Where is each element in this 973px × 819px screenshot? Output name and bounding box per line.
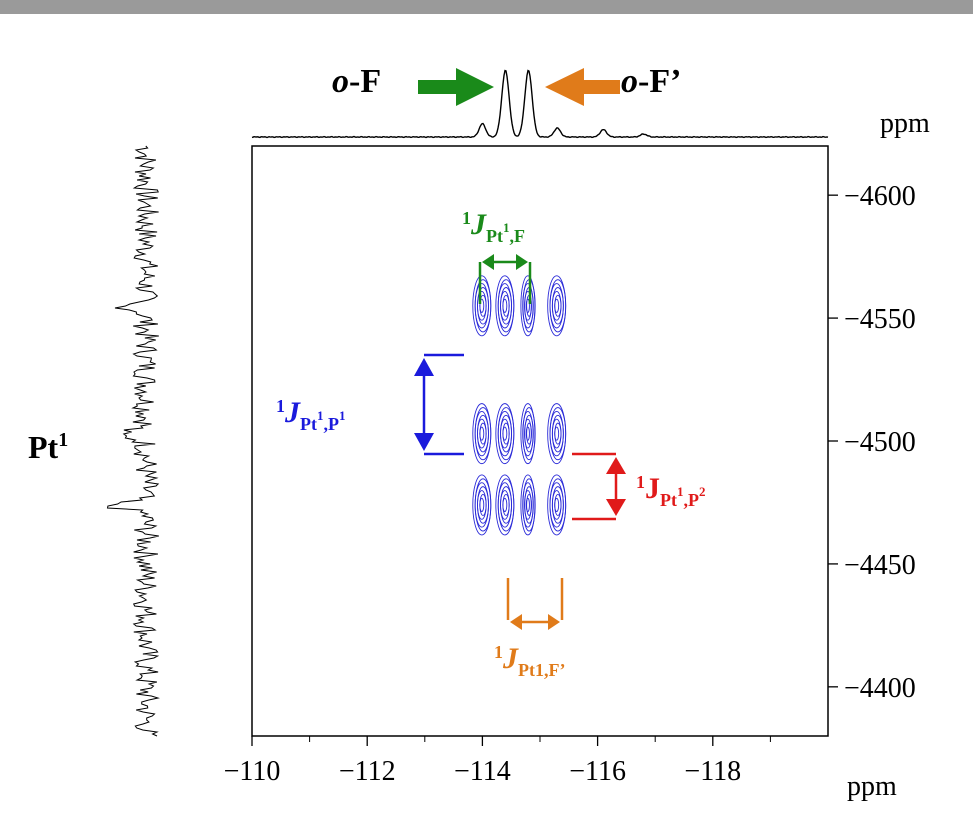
x-axis-unit: ppm [847, 771, 897, 802]
contour-ring [554, 294, 562, 317]
contour-ring [479, 298, 485, 313]
bracket-j-pt-f-prime [506, 578, 564, 630]
contour-ring [554, 497, 560, 512]
y-tick-label: −4500 [844, 427, 916, 458]
cross-peak [495, 275, 515, 337]
contour-ring [525, 298, 530, 313]
top-projection-trace [251, 69, 829, 139]
contour-ring [500, 287, 512, 325]
label-j-pt-f: 1JPt1,F [462, 208, 525, 246]
bracket-j-pt-p1 [414, 353, 464, 456]
x-tick-label: −112 [339, 756, 396, 787]
arrow-o-f [418, 68, 494, 106]
axes: −110 −112 −114 −116 −118 −4600 −4550 −4500 −4450… [224, 145, 916, 787]
label-j-pt-p1: 1JPt1,P1 [276, 396, 346, 434]
top-divider-bar [0, 0, 973, 14]
bracket-j-pt-f [478, 254, 532, 304]
cross-peak [472, 403, 492, 465]
contour-ring [502, 298, 508, 313]
y-axis-unit: ppm [880, 108, 930, 139]
contour-ring [554, 298, 560, 313]
contour-ring [525, 497, 530, 512]
annotation-o-f-prime: o-F’ [621, 63, 681, 100]
contour-ring [525, 426, 530, 441]
cross-peak [495, 403, 515, 465]
contour-ring [477, 414, 489, 453]
label-j-pt-f-prime: 1JPt1,F’ [494, 642, 565, 680]
contour-ring [479, 426, 485, 441]
left-projection-trace [106, 145, 160, 737]
contour-ring [502, 497, 508, 512]
bracket-j-pt-p2 [572, 452, 626, 521]
cross-peak [472, 474, 492, 536]
contour-ring [479, 497, 485, 512]
plot-frame [251, 145, 829, 737]
contour-ring [554, 493, 562, 516]
cross-peak [472, 275, 492, 337]
contour-ring [479, 493, 487, 516]
cross-peaks [472, 275, 567, 536]
contour-ring [502, 422, 510, 445]
contour-ring [502, 294, 510, 317]
y-tick-label: −4400 [844, 673, 916, 704]
contour-ring [551, 414, 564, 453]
cross-peak [520, 474, 536, 536]
x-tick-label: −110 [224, 756, 281, 787]
contour-ring [554, 422, 562, 445]
contour-ring [500, 414, 512, 453]
x-tick-label: −116 [569, 756, 626, 787]
contour-ring [502, 493, 510, 516]
y-tick-label: −4600 [844, 181, 916, 212]
x-tick-label: −118 [684, 756, 741, 787]
contour-ring [502, 426, 508, 441]
cross-peak [495, 474, 515, 536]
y-tick-label: −4450 [844, 550, 916, 581]
x-tick-label: −114 [454, 756, 511, 787]
arrow-o-f-prime [545, 68, 620, 106]
contour-ring [500, 486, 512, 524]
annotation-o-f: o-F [332, 63, 381, 100]
cross-peak [547, 403, 567, 465]
contour-ring [551, 486, 564, 524]
contour-ring [551, 287, 564, 325]
label-j-pt-p2: 1JPt1,P2 [636, 472, 706, 510]
y-tick-label: −4550 [844, 304, 916, 335]
cross-peak [547, 474, 567, 536]
left-projection-label: Pt1 [28, 429, 68, 465]
cross-peak [547, 275, 567, 337]
contour-ring [477, 486, 489, 524]
cross-peak [520, 275, 536, 337]
contour-ring [554, 426, 560, 441]
cross-peak [520, 403, 536, 465]
contour-ring [479, 422, 487, 445]
